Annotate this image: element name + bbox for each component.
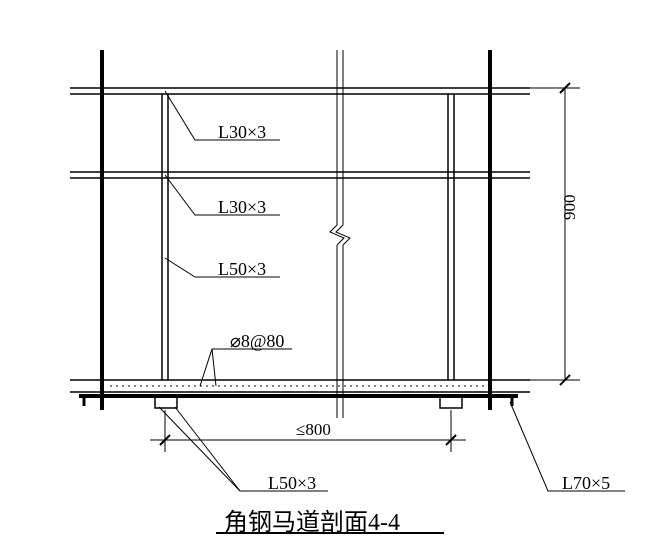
callout-l50x3-post: L50×3 [218,259,266,280]
callout-l30x3-lower: L30×3 [218,197,266,218]
dim-800: ≤800 [296,420,331,440]
callout-l70x5: L70×5 [562,473,610,494]
callout-l50x3-lug: L50×3 [268,473,316,494]
callout-d8at80: ⌀8@80 [230,331,284,352]
callout-l30x3-upper: L30×3 [218,122,266,143]
section-drawing [0,0,670,536]
dim-900: 900 [560,195,580,221]
title-underline [216,532,444,534]
